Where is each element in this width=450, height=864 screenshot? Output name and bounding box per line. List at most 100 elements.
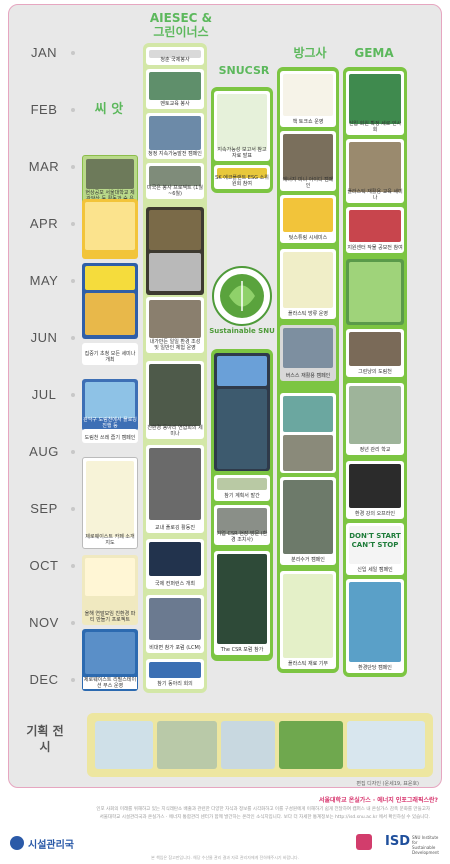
ssial-column: 현상공모 서울대학교 제 관악산 등 활동과 숲 유형 집중기 초청 모든 세미… xyxy=(79,123,141,693)
bang-card-4-image xyxy=(283,252,333,308)
month-sep: SEP xyxy=(30,501,58,516)
aiesec-card-2: 멘토교육 봉사 xyxy=(146,69,204,109)
aiesec-card-1: 청춘 국제봉사 xyxy=(146,47,204,65)
ssial-card-9-image xyxy=(85,632,135,674)
snucsr-column-top: 지속가능성 보고서 참고 자료 발표 SK 에코플랜트 ESG 소위원회 참여 xyxy=(211,87,273,193)
gema-card-2: 플라스틱 재활용 교육 세미나 xyxy=(346,139,404,203)
aiesec-card-9-caption: 국제 컨퍼런스 개최 xyxy=(155,581,195,587)
gema-card-9-caption: 환경단당 캠페인 xyxy=(358,665,392,671)
gema-card-4-image xyxy=(349,262,401,322)
bang-card-6 xyxy=(280,393,336,473)
aiesec-card-5 xyxy=(146,207,204,295)
aiesec-card-7: 친환경 동아리 연합회의 세미나 xyxy=(146,361,204,439)
aiesec-card-3-image xyxy=(149,116,201,150)
bang-card-7: 분리수거 캠페인 xyxy=(280,477,336,565)
month-dot xyxy=(71,450,75,454)
aiesec-card-6: 내가만든 일일 환경 조성 및 일반인 체험 운영 xyxy=(146,297,204,353)
aiesec-subtitle: 그린이너스 xyxy=(153,25,209,39)
gema-card-2-caption: 플라스틱 재활용 교육 세미나 xyxy=(347,189,403,201)
gema-card-4 xyxy=(346,259,404,325)
ssial-card-3-photo xyxy=(85,293,135,335)
aiesec-card-1-caption: 청춘 국제봉사 xyxy=(160,57,190,63)
expo-photo-3 xyxy=(221,721,275,769)
bang-card-4-caption: 플라스틱 방류 운영 xyxy=(288,311,328,317)
ssial-card-6: 도림천 쓰레 줍기 캠페인 xyxy=(82,429,138,443)
gema-card-1-image xyxy=(349,74,401,124)
snucsr-column-bottom: 참기 계획서 발간 기업 CSR 현장 방문 (환경 조치사) The CSR … xyxy=(211,349,273,661)
month-dec: DEC xyxy=(29,672,59,687)
gema-card-6-image xyxy=(349,386,401,444)
bang-card-2-image xyxy=(283,134,333,180)
aiesec-card-2-image xyxy=(149,72,201,100)
aiesec-card-11-image xyxy=(149,662,201,678)
gema-card-7: 환경 강의 오프라인 xyxy=(346,461,404,519)
sustainable-snu-caption: Sustainable SNU xyxy=(209,327,275,335)
expo-photo-2 xyxy=(157,721,217,769)
banggeusa-title: 방그사 xyxy=(293,46,327,60)
bang-card-7-caption: 분리수거 캠페인 xyxy=(291,557,325,563)
gema-title: GEMA xyxy=(354,46,394,60)
snucsr-card-5: 기업 CSR 현장 방문 (환경 조치사) xyxy=(214,505,270,545)
snucsr-card-3-image xyxy=(217,356,267,386)
bang-card-2-caption: 에너지 미니 아이디 캠페인 xyxy=(282,177,334,189)
gema-card-1-caption: 신입 회원 확정 세로 인사회 xyxy=(348,121,402,133)
snucsr-card-4: 참기 계획서 발간 xyxy=(214,475,270,501)
dont-stop-text: DON'T START CAN'T STOP xyxy=(349,526,401,564)
month-dot xyxy=(71,222,75,226)
leaf-logo-icon xyxy=(212,266,272,326)
gema-card-6: 정년 관리 학교 xyxy=(346,383,404,455)
aiesec-card-7-image xyxy=(149,364,201,426)
aiesec-column: 청춘 국제봉사 멘토교육 봉사 청정 지속가능발전 캠페인 미국은 봉사 프로젝… xyxy=(143,43,207,693)
ssial-card-7-image xyxy=(86,461,134,537)
facility-logo-text: 시설관리국 xyxy=(28,840,74,851)
gema-card-5-caption: 그린냥의 도림천 xyxy=(358,369,392,375)
infographic-poster: JAN FEB MAR APR MAY JUN JUL AUG SEP OCT … xyxy=(8,4,442,788)
gema-card-3: 지원센터 작물 공모전 참여 xyxy=(346,207,404,253)
month-dot xyxy=(71,336,75,340)
snucsr-card-5-image xyxy=(217,508,267,534)
snucsr-card-5-caption: 기업 CSR 현장 방문 (환경 조치사) xyxy=(216,531,268,543)
snucsr-card-4-caption: 참기 계획서 발간 xyxy=(224,493,260,499)
bang-card-3-image xyxy=(283,198,333,232)
ssial-card-2 xyxy=(82,199,138,259)
snucsr-card-1-image xyxy=(217,94,267,150)
aiesec-card-6-caption: 내가만든 일일 환경 조성 및 일반인 체험 운영 xyxy=(149,339,201,351)
snucsr-card-1: 지속가능성 보고서 참고 자료 발표 xyxy=(214,91,270,161)
month-dot xyxy=(71,564,75,568)
ssial-card-9-caption: 제로웨이스트 리필스테이션 부스 운영 xyxy=(83,677,137,689)
month-oct: OCT xyxy=(29,558,59,573)
month-nov: NOV xyxy=(29,615,59,630)
month-dot xyxy=(71,108,75,112)
bottom-note: 본 책임은 참고판입니다. 해당 수산물 관리 결과 자료 관리자에게 전하해주… xyxy=(151,855,299,860)
ssial-card-8-caption: 올해 연말모임 친환경 파티 만들기 프로젝트 xyxy=(84,611,136,623)
bang-card-3: 텃스튜링 시세미스 xyxy=(280,195,336,243)
month-dot xyxy=(71,51,75,55)
gema-card-7-image xyxy=(349,464,401,508)
month-dot xyxy=(71,165,75,169)
month-feb: FEB xyxy=(30,102,58,117)
bang-card-2: 에너지 미니 아이디 캠페인 xyxy=(280,131,336,191)
gema-card-9: 환경단당 캠페인 xyxy=(346,579,404,673)
snucsr-card-6-caption: The CSR 포럼 참가 xyxy=(220,647,264,653)
snucsr-card-3-photo xyxy=(217,389,267,469)
banggeusa-column: 책 토크쇼 운영 에너지 미니 아이디 캠페인 텃스튜링 시세미스 플라스틱 방… xyxy=(277,67,339,673)
exhibition-strip xyxy=(87,713,433,777)
aiesec-card-7-caption: 친환경 동아리 연합회의 세미나 xyxy=(147,425,203,437)
aiesec-card-8-image xyxy=(149,448,201,520)
expo-label: 기획 전시 xyxy=(26,724,64,754)
ssial-card-8: 올해 연말모임 친환경 파티 만들기 프로젝트 xyxy=(82,555,138,625)
aiesec-card-11-caption: 참기 동아리 회의 xyxy=(157,681,193,687)
snucsr-card-2-image xyxy=(217,168,267,178)
ssial-card-5-caption: 관악구 도림천에서 플로깅 진행 등 xyxy=(83,417,137,429)
aiesec-card-3: 청정 지속가능발전 캠페인 xyxy=(146,113,204,159)
month-dot xyxy=(71,678,75,682)
ssial-card-4-caption: 집중기 초청 모든 세미나 개최 xyxy=(84,351,136,363)
bang-card-7-image xyxy=(283,480,333,554)
aiesec-card-4-caption: 미국은 봉사 프로젝트 (1월~6월) xyxy=(147,185,203,197)
month-mar: MAR xyxy=(28,159,60,174)
month-jun: JUN xyxy=(30,330,58,345)
editor-credit: 편집 디자인 (운세19, 표윤호) xyxy=(356,781,419,787)
bang-card-6-photo xyxy=(283,435,333,471)
snucsr-card-3 xyxy=(214,353,270,471)
aiesec-card-9-image xyxy=(149,542,201,576)
